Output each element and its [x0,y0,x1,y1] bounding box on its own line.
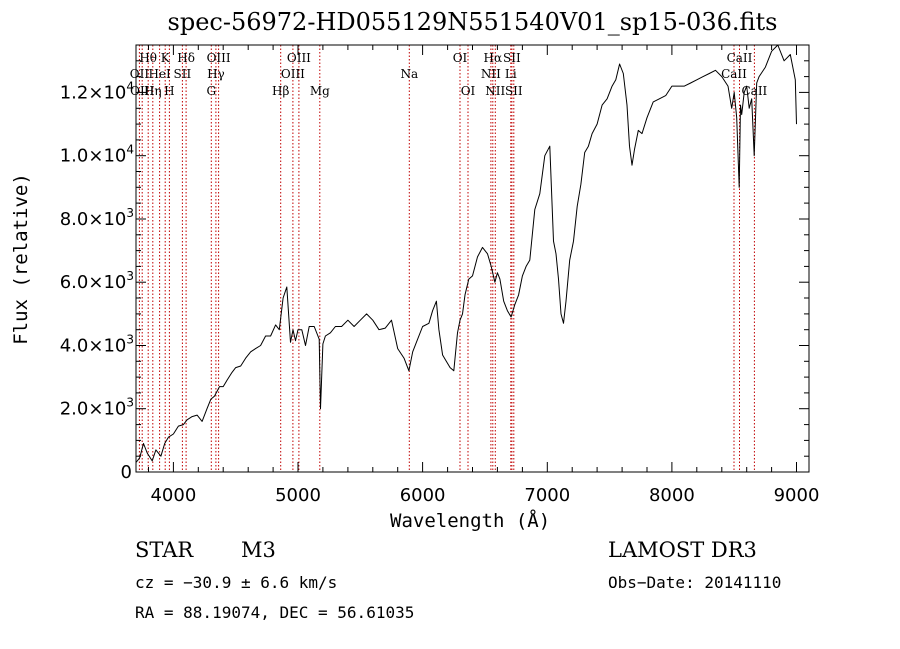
plot-frame [135,44,810,473]
survey-label: LAMOST DR3 [608,538,757,562]
x-tick-label-5: 9000 [774,485,820,506]
line-label-3: Hη [144,84,162,98]
y-tick-label-4: 8.0×103 [60,206,134,230]
line-label-0: OII [130,67,150,81]
spectrum-series [135,44,797,463]
y-tick-label-2: 4.0×103 [60,333,134,357]
line-label-20: Hα [484,51,503,65]
line-label-4: HeI [148,67,171,81]
line-label-12: Hβ [272,84,289,98]
subclass-label: M3 [241,538,276,562]
redshift-text: cz = −30.9 ± 6.6 km/s [135,573,338,592]
y-axis: 0 2.0×103 4.0×103 6.0×103 8.0×103 1.0×104 1.2×… [60,60,809,483]
line-label-17: OI [453,51,468,65]
line-label-15: Mg [310,84,330,98]
y-tick-label-5: 1.0×104 [60,143,134,167]
line-label-6: H [164,84,174,98]
x-tick-label-2: 6000 [400,485,446,506]
line-label-24: SII [505,84,523,98]
line-label-21: NII [485,84,505,98]
line-label-27: CaII [741,84,767,98]
line-label-2: Hθ [139,51,157,65]
x-tick-label-1: 5000 [275,485,321,506]
line-label-22: Li [505,67,517,81]
x-axis-label: Wavelength (Å) [390,510,551,532]
class-label: STAR [135,538,194,562]
chart-title: spec-56972-HD055129N551540V01_sp15-036.f… [167,8,778,36]
line-label-13: OIII [281,67,305,81]
x-tick-label-3: 7000 [524,485,570,506]
line-label-16: Na [400,67,418,81]
line-markers [138,45,755,472]
line-label-7: SII [174,67,192,81]
line-label-9: G [207,84,217,98]
x-tick-label-0: 4000 [150,485,196,506]
line-label-19: NII [481,67,501,81]
line-label-5: K [161,51,171,65]
y-tick-label-6: 1.2×104 [60,79,134,103]
line-label-18: OI [461,84,476,98]
y-tick-label-3: 6.0×103 [60,269,134,293]
line-label-26: CaII [727,51,753,65]
line-label-11: OIII [207,51,231,65]
line-labels: OIIOIIIHθHηHeIKHSIIHδGHγOIIIHβOIIIOIIIMg… [130,51,768,98]
line-label-23: SII [503,51,521,65]
coordinates-text: RA = 88.19074, DEC = 56.61035 [135,603,415,622]
x-tick-label-4: 8000 [649,485,695,506]
y-axis-label: Flux (relative) [10,173,32,345]
line-label-10: Hγ [207,67,225,81]
y-tick-label-0: 0 [121,462,132,483]
line-label-8: Hδ [177,51,195,65]
x-axis: 4000 5000 6000 7000 8000 9000 [148,45,820,506]
line-label-14: OIII [287,51,311,65]
y-tick-label-1: 2.0×103 [60,396,134,420]
spectrum-line-0 [135,44,797,463]
line-label-25: CaII [721,67,747,81]
obs-date-text: Obs−Date: 20141110 [608,573,782,592]
